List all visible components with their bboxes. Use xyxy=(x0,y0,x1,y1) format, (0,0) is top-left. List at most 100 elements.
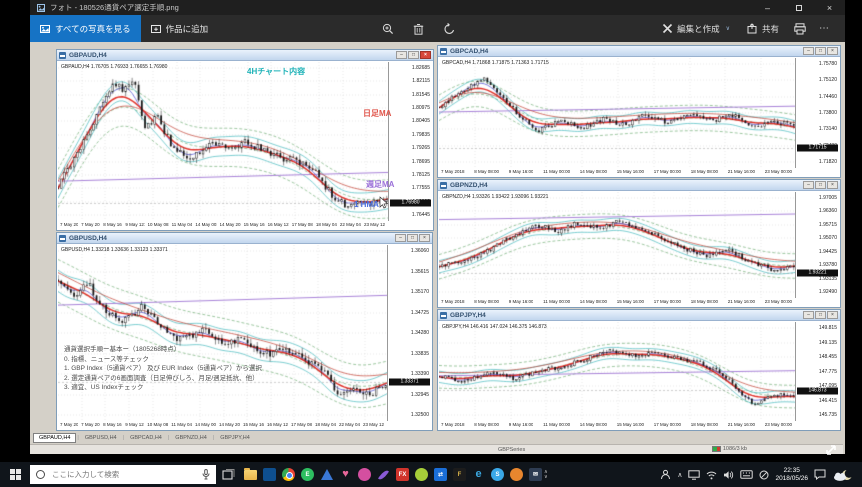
evernote-icon[interactable]: E xyxy=(299,465,316,484)
share-button[interactable]: 共有 xyxy=(745,23,781,35)
teamviewer-icon[interactable]: ⇄ xyxy=(432,465,449,484)
start-button[interactable] xyxy=(0,462,30,487)
taskbar-search[interactable] xyxy=(30,465,216,484)
chart-minimize-button: – xyxy=(803,311,814,319)
price-axis-label: 1.96360 xyxy=(818,208,837,215)
price-axis-label: 1.94425 xyxy=(818,248,837,255)
search-input[interactable] xyxy=(50,469,197,480)
fx-trader-icon[interactable]: FX xyxy=(394,465,411,484)
chart-minimize-button: – xyxy=(803,181,814,189)
file-explorer-glyph xyxy=(244,467,257,480)
procedure-note-line: 通貨選択手順ー基本ー（1805268時点） xyxy=(64,346,181,353)
chart-window-buttons: – □ × xyxy=(803,311,838,319)
view-all-photos-button[interactable]: すべての写真を見る xyxy=(30,15,141,42)
edit-create-label: 編集と作成 xyxy=(677,23,720,34)
ime-keyboard-icon[interactable] xyxy=(740,470,754,479)
weather-icon[interactable] xyxy=(832,468,854,482)
microphone-icon[interactable] xyxy=(202,469,210,480)
windows-logo-icon xyxy=(9,469,21,480)
volume-icon[interactable] xyxy=(723,470,734,480)
heart-app-icon[interactable]: ♥ xyxy=(337,465,354,484)
feather-app-icon[interactable] xyxy=(375,465,392,484)
time-axis: 7 May 20187 May 20:008 May 16:009 May 12… xyxy=(58,220,390,229)
chart-ohlc-label: GBPAUD,H4 1.76705 1.76933 1.76655 1.7698… xyxy=(61,64,168,70)
time-axis-label: 15 May 16:00 xyxy=(243,422,265,427)
evernote-glyph: E xyxy=(301,468,314,481)
photo-bottom-bezel xyxy=(30,454,845,462)
zoom-icon[interactable] xyxy=(382,23,394,35)
status-traffic: 1086/3 kb xyxy=(711,446,747,452)
taskbar-clock[interactable]: 22:35 2018/05/26 xyxy=(775,467,808,483)
time-axis-label: 17 May 00:00 xyxy=(653,169,682,174)
status-traffic-label: 1086/3 kb xyxy=(722,446,747,452)
procedure-note: 通貨選択手順ー基本ー（1805268時点） 0. 指標、ニュース等チェック 1. G… xyxy=(64,345,262,393)
time-axis-label: 23 May 12:00 xyxy=(363,422,385,427)
price-axis-label: 1.34280 xyxy=(410,330,429,336)
microsoft-store-icon[interactable] xyxy=(261,465,278,484)
toolbar-left-group: すべての写真を見る 作品に追加 xyxy=(30,15,218,42)
close-button[interactable]: × xyxy=(826,2,833,13)
chart-close-button: × xyxy=(419,234,430,242)
display-icon[interactable] xyxy=(688,469,701,480)
time-axis-label: 11 May 00:00 xyxy=(543,299,571,304)
file-explorer-icon[interactable] xyxy=(242,465,259,484)
time-axis-label: 7 May 2018 xyxy=(60,222,79,227)
price-axis-label: 1.93135 xyxy=(818,275,837,282)
task-view-icon xyxy=(222,469,235,480)
time-axis-label: 18 May 08:00 xyxy=(690,299,719,304)
maximize-button[interactable] xyxy=(783,0,814,15)
time-axis-label: 15 May 16:00 xyxy=(616,169,645,174)
price-axis-label: 1.78695 xyxy=(411,158,430,165)
print-icon[interactable] xyxy=(794,22,806,35)
network-icon[interactable] xyxy=(706,470,717,480)
chrome-icon[interactable] xyxy=(280,465,297,484)
chart-minimize-button: – xyxy=(803,47,814,55)
minimize-button[interactable]: – xyxy=(764,2,770,13)
time-axis-label: 9 May 16:00 xyxy=(508,422,534,427)
rotate-icon[interactable] xyxy=(443,22,456,35)
hidden-icons-chevron[interactable]: ∧ xyxy=(677,471,683,479)
time-axis-label: 17 May 00:00 xyxy=(653,422,682,427)
skype-icon[interactable]: S xyxy=(489,465,506,484)
current-price-badge: 1.93221 xyxy=(797,269,838,277)
green-app-icon[interactable] xyxy=(413,465,430,484)
task-view-button[interactable] xyxy=(220,465,237,484)
mail-icon[interactable]: ✉ xyxy=(527,465,544,484)
time-axis-label: 23 May 00:00 xyxy=(764,169,792,174)
photo-viewer-canvas[interactable]: GBPSeries 1086/3 kb GBPAUD,H4– □ × GBPAUD,H… xyxy=(30,42,845,462)
chart-maximize-button: □ xyxy=(815,311,826,319)
people-icon[interactable] xyxy=(660,469,671,480)
chart-plot-gbpnzd-h4 xyxy=(439,192,797,298)
more-options-button[interactable]: ⋯ xyxy=(819,23,830,34)
maps-app-glyph xyxy=(320,469,333,480)
price-axis-label: 1.33835 xyxy=(410,350,429,357)
time-axis-label: 8 May 08:00 xyxy=(474,169,499,174)
edge-icon[interactable]: e xyxy=(470,465,487,484)
fxcm-app-icon[interactable]: F xyxy=(451,465,468,484)
action-center-icon[interactable] xyxy=(814,469,826,480)
price-axis-label: 149.815 xyxy=(818,325,837,331)
time-axis-label: 9 May 12:00 xyxy=(125,222,144,227)
time-axis-label: 11 May 04:00 xyxy=(171,422,192,427)
add-to-album-icon xyxy=(150,24,161,33)
edit-create-button[interactable]: 編集と作成 ∨ xyxy=(660,23,732,35)
maps-app-icon[interactable] xyxy=(318,465,335,484)
teamviewer-glyph: ⇄ xyxy=(434,468,447,481)
add-to-creation-button[interactable]: 作品に追加 xyxy=(141,15,219,42)
taskbar-overflow-arrows[interactable]: ∧ ∨ xyxy=(544,468,548,480)
time-axis-label: 8 May 16:00 xyxy=(103,422,122,427)
time-axis-label: 14 May 08:00 xyxy=(579,422,608,427)
green-app-glyph xyxy=(415,468,428,481)
system-tray: ∧ 22:35 2018/05/26 xyxy=(660,467,862,483)
sync-status-icon[interactable] xyxy=(759,470,769,480)
photos-titlebar[interactable]: フォト - 180526通貨ペア選定手順.png – × xyxy=(30,0,845,15)
chart-window-gbpcad-h4: GBPCAD,H4 – □ × GBPCAD,H4 1.71868 1.71875 1.… xyxy=(437,45,841,178)
mt4-chart-icon xyxy=(59,51,66,59)
edge-glyph: e xyxy=(475,468,482,480)
view-all-photos-label: すべての写真を見る xyxy=(55,23,131,34)
delete-icon[interactable] xyxy=(413,23,424,35)
time-axis-label: 8 May 16:00 xyxy=(103,222,122,227)
ctrader-app-icon[interactable] xyxy=(508,465,525,484)
brush-app-icon[interactable] xyxy=(356,465,373,484)
price-axis-label: 1.81545 xyxy=(411,91,430,98)
